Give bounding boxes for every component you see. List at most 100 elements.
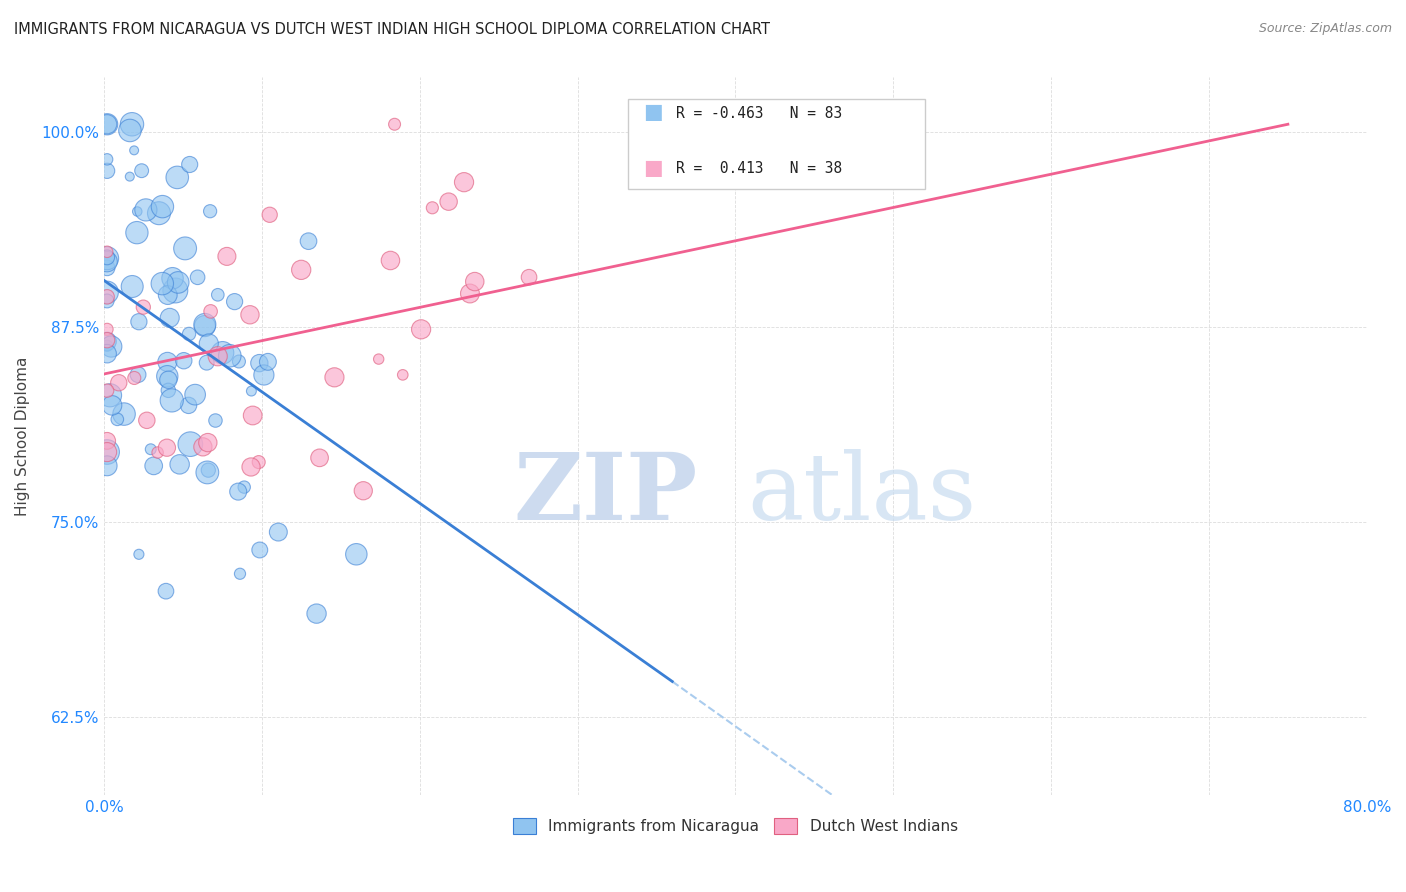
Point: [131, 163, 153, 178]
Point: [156, 355, 179, 369]
Point: [100, 339, 122, 353]
Point: [242, 409, 264, 423]
Point: [96, 293, 118, 308]
Point: [112, 407, 135, 421]
Point: [124, 371, 146, 385]
Text: R = -0.463   N = 83: R = -0.463 N = 83: [676, 105, 842, 120]
Point: [96, 250, 118, 264]
Text: atlas: atlas: [747, 449, 976, 539]
Point: [118, 169, 141, 184]
Point: [187, 270, 209, 285]
Point: [226, 484, 249, 499]
Point: [139, 442, 162, 457]
Point: [127, 368, 149, 382]
Point: [96, 153, 118, 167]
Point: [96, 117, 118, 131]
Point: [142, 458, 165, 473]
Point: [464, 275, 486, 289]
Point: [177, 398, 200, 412]
Point: [211, 345, 233, 359]
Point: [160, 393, 183, 408]
Point: [305, 607, 328, 621]
Text: ■: ■: [643, 102, 664, 122]
Point: [96, 285, 118, 300]
Point: [257, 355, 280, 369]
Point: [224, 294, 246, 309]
Point: [380, 253, 402, 268]
Point: [157, 373, 180, 387]
Legend: Immigrants from Nicaragua, Dutch West Indians: Immigrants from Nicaragua, Dutch West In…: [513, 819, 957, 834]
Point: [218, 349, 240, 363]
Point: [101, 398, 124, 412]
Point: [121, 117, 143, 131]
Point: [96, 334, 118, 349]
Point: [198, 204, 221, 219]
Point: [249, 543, 271, 558]
Point: [177, 326, 200, 341]
Point: [96, 445, 118, 459]
Point: [240, 460, 263, 475]
Point: [98, 388, 121, 402]
Point: [384, 117, 406, 131]
Point: [453, 175, 475, 189]
Point: [96, 260, 118, 275]
Point: [323, 370, 346, 384]
Point: [152, 200, 174, 214]
Point: [247, 455, 270, 469]
Point: [156, 441, 179, 455]
Point: [267, 524, 290, 539]
Point: [96, 339, 118, 353]
Point: [200, 304, 222, 318]
Point: [96, 254, 118, 268]
Point: [308, 450, 330, 465]
Point: [173, 353, 195, 368]
Point: [162, 271, 184, 285]
Point: [194, 318, 217, 332]
Point: [174, 241, 197, 255]
Point: [150, 277, 173, 291]
Point: [166, 170, 188, 185]
Point: [240, 384, 263, 398]
Point: [128, 547, 150, 561]
Point: [253, 368, 276, 382]
Point: [96, 251, 118, 265]
Point: [165, 284, 187, 298]
FancyBboxPatch shape: [628, 99, 925, 189]
Point: [157, 384, 180, 398]
Point: [197, 435, 219, 450]
Point: [107, 376, 129, 390]
Point: [259, 208, 281, 222]
Point: [96, 434, 118, 448]
Point: [148, 206, 170, 220]
Text: ZIP: ZIP: [513, 449, 697, 539]
Point: [96, 458, 118, 473]
Point: [96, 347, 118, 361]
Point: [156, 369, 179, 384]
Point: [344, 547, 367, 561]
Point: [247, 356, 270, 370]
Point: [96, 164, 118, 178]
Point: [125, 226, 148, 240]
Point: [156, 288, 179, 302]
Point: [233, 480, 256, 494]
Point: [194, 319, 217, 334]
Point: [352, 483, 374, 498]
Point: [118, 123, 141, 137]
Point: [239, 308, 262, 322]
Point: [167, 276, 190, 290]
Point: [198, 336, 221, 351]
Point: [391, 368, 413, 382]
Point: [215, 249, 238, 263]
Point: [155, 584, 177, 599]
Point: [207, 287, 229, 301]
Point: [96, 322, 118, 336]
Point: [197, 463, 219, 477]
Point: [367, 352, 389, 367]
Point: [207, 349, 229, 363]
Point: [135, 413, 157, 427]
Text: IMMIGRANTS FROM NICARAGUA VS DUTCH WEST INDIAN HIGH SCHOOL DIPLOMA CORRELATION C: IMMIGRANTS FROM NICARAGUA VS DUTCH WEST …: [14, 22, 770, 37]
Point: [195, 356, 218, 370]
Point: [411, 322, 433, 336]
Point: [179, 157, 201, 171]
Point: [159, 310, 181, 325]
